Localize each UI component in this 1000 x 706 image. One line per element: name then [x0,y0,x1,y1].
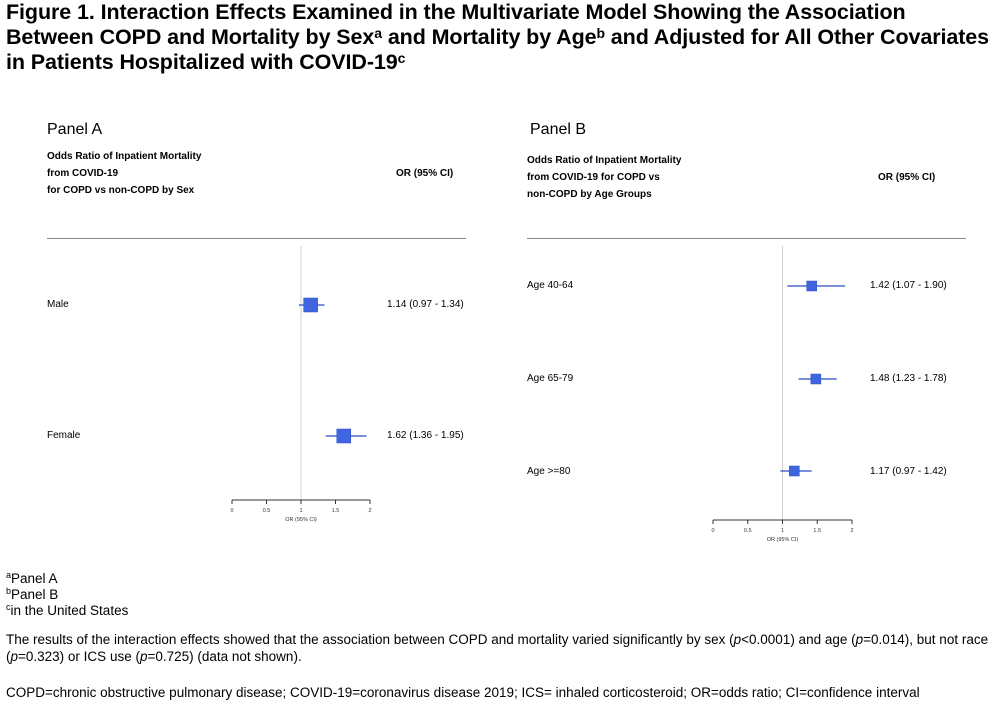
panel-b-ci-text-65-79: 1.48 (1.23 - 1.78) [870,373,947,384]
panel-b-ci-text-40-64: 1.42 (1.07 - 1.90) [870,280,947,291]
panel-b-label: Panel B [530,121,587,138]
footnote-b: bPanel B [6,586,59,603]
panel-b-x-tick-label: 0 [711,528,714,534]
footnote-a: aPanel A [6,570,58,587]
panel-a-x-tick-label: 1 [299,508,302,514]
panel-a-header: Odds Ratio of Inpatient Mortality from C… [47,151,202,196]
panel-a-row-label-male: Male [47,299,69,310]
panel-b-x-tick-label: 2 [850,528,853,534]
panel-b-x-axis-label: OR (95% CI) [767,537,799,543]
panel-a-point-estimate [336,428,352,444]
panel-a-ci-text-female: 1.62 (1.36 - 1.95) [387,430,464,441]
panel-a-x-tick-label: 0.5 [263,508,271,514]
panel-a-x-tick-label: 0 [230,508,233,514]
panel-a-label: Panel A [47,121,103,138]
panel-b-ci-text-80plus: 1.17 (0.97 - 1.42) [870,466,947,477]
panel-a-point-estimate [303,297,318,313]
figure-title: Figure 1. Interaction Effects Examined i… [6,0,989,74]
panel-a-x-tick-label: 1.5 [332,508,340,514]
panel-a-x-tick-label: 2 [368,508,371,514]
panel-b-header: Odds Ratio of Inpatient Mortality from C… [527,155,682,200]
panel-a-or-header: OR (95% CI) [396,168,454,179]
panel-a-ci-text-male: 1.14 (0.97 - 1.34) [387,299,464,310]
panel-b-x-tick-label: 1 [781,528,784,534]
abbreviations-note: COPD=chronic obstructive pulmonary disea… [6,685,920,700]
results-paragraph: The results of the interaction effects s… [6,632,989,664]
panel-b-row-label-65-79: Age 65-79 [527,373,574,384]
panel-b-header-rule [527,238,966,239]
panel-b-x-tick-label: 0.5 [744,528,752,534]
panel-b-row-label-40-64: Age 40-64 [527,280,574,291]
panel-a-header-rule [47,238,466,239]
panel-b-point-estimate [810,373,822,385]
footnote-c: cin the United States [6,602,129,619]
panel-b-point-estimate [789,465,800,477]
panel-b-row-label-80plus: Age >=80 [527,466,571,477]
panel-b-or-header: OR (95% CI) [878,172,936,183]
panel-a-x-axis-label: OR (95% CI) [285,517,317,523]
panel-b-x-tick-label: 1.5 [813,528,821,534]
panel-a-row-label-female: Female [47,430,81,441]
panel-b-point-estimate [806,280,817,292]
